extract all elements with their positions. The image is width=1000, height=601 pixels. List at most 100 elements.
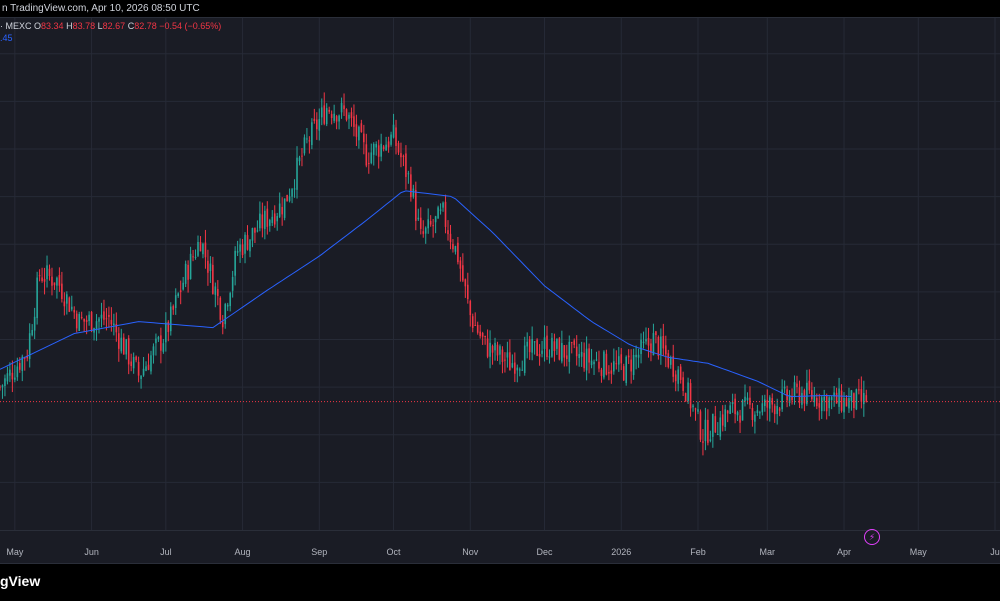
candle-body [580, 351, 583, 357]
candle-body [318, 119, 321, 131]
candle-body [308, 140, 311, 142]
candle-body [95, 321, 98, 329]
candle-body [150, 355, 152, 372]
candle-body [699, 411, 702, 440]
candle-body [239, 244, 241, 252]
candle-body [0, 386, 1, 388]
candle-body [471, 316, 474, 328]
candle-body [338, 115, 340, 122]
x-tick-label: Jun [84, 547, 99, 557]
candle-body [657, 336, 660, 357]
candle-body [588, 348, 590, 363]
candle-body [367, 163, 370, 165]
candle-body [744, 396, 746, 402]
candle-body [712, 413, 714, 437]
candle-body [432, 225, 434, 227]
lightning-icon[interactable]: ⚡ [864, 529, 880, 545]
candle-body [202, 243, 204, 255]
candle-body [288, 196, 291, 201]
chart-area[interactable]: May Jun Jul Aug Sep Oct Nov Dec 2026 Feb Mar Apr May… [0, 18, 1000, 560]
candle-body [469, 301, 472, 316]
candle-body [16, 366, 19, 378]
price-chart[interactable]: May Jun Jul Aug Sep Oct Nov Dec 2026 Feb Mar Apr May… [0, 18, 1000, 560]
candle-body [221, 321, 224, 328]
candle-body [541, 350, 543, 354]
candle-body [377, 145, 380, 157]
x-tick-label: Sep [311, 547, 327, 557]
candle-body [434, 216, 437, 223]
candle-body [756, 410, 759, 414]
candle-body [103, 311, 105, 320]
published-bar: n TradingView.com, Apr 10, 2026 08:50 UT… [0, 0, 1000, 18]
candle-body [538, 353, 541, 357]
candle-body [31, 329, 33, 336]
candle-body [105, 318, 108, 320]
candle-body [264, 210, 266, 229]
candle-body [353, 116, 355, 127]
candle-body [390, 134, 392, 145]
candle-body [325, 108, 328, 125]
candle-body [573, 340, 576, 345]
candle-body [843, 397, 845, 413]
candle-body [392, 124, 395, 138]
candle-body [291, 189, 293, 197]
candle-body [61, 283, 63, 300]
candle-body [556, 339, 558, 349]
candle-body [640, 339, 642, 354]
candle-body [820, 397, 823, 412]
change-value: −0.54 (−0.65%) [159, 21, 222, 31]
ohlc-legend: · MEXC O83.34 H83.78 L82.67 C82.78 −0.54… [0, 20, 221, 44]
candle-body [130, 361, 132, 367]
candle-body [43, 279, 46, 282]
candle-body [197, 241, 199, 256]
candle-body [405, 153, 407, 177]
candle-body [333, 113, 335, 121]
candle-body [335, 116, 338, 122]
candle-body [719, 417, 722, 437]
candle-body [122, 337, 125, 355]
candle-body [679, 366, 682, 380]
candle-body [306, 138, 308, 140]
candle-body [791, 395, 793, 401]
candle-body [533, 341, 536, 343]
candle-body [182, 282, 184, 290]
candle-body [26, 355, 29, 359]
x-tick-label: Mar [760, 547, 776, 557]
candle-body [115, 323, 118, 333]
x-tick-label: Apr [837, 547, 851, 557]
candle-body [855, 389, 858, 410]
candle-body [558, 338, 561, 360]
candle-body [724, 409, 727, 427]
candle-body [387, 141, 390, 148]
x-tick-label: Aug [235, 547, 251, 557]
candle-body [801, 392, 803, 405]
candle-body [806, 382, 808, 404]
candle-body [677, 369, 679, 384]
candle-body [127, 338, 130, 365]
candle-body [167, 321, 170, 332]
candle-body [23, 357, 26, 359]
candle-body [417, 217, 420, 220]
candle-body [593, 361, 595, 365]
candle-body [808, 380, 811, 391]
candle-body [865, 395, 868, 402]
candle-body [491, 345, 494, 353]
candle-body [88, 314, 90, 322]
candle-body [4, 378, 6, 386]
candle-body [241, 244, 244, 256]
candle-body [38, 275, 41, 277]
candle-body [647, 338, 650, 346]
published-text: n TradingView.com, Apr 10, 2026 08:50 UT… [2, 3, 200, 14]
candle-body [585, 348, 588, 371]
candle-body [761, 403, 764, 413]
candle-body [360, 123, 363, 133]
candle-body [786, 389, 788, 401]
candle-body [162, 343, 165, 352]
candle-body [375, 144, 378, 148]
candle-body [848, 398, 850, 409]
candle-body [152, 346, 155, 356]
candle-body [813, 395, 816, 403]
candle-body [85, 319, 88, 323]
candle-body [78, 314, 81, 332]
candle-body [650, 343, 652, 353]
